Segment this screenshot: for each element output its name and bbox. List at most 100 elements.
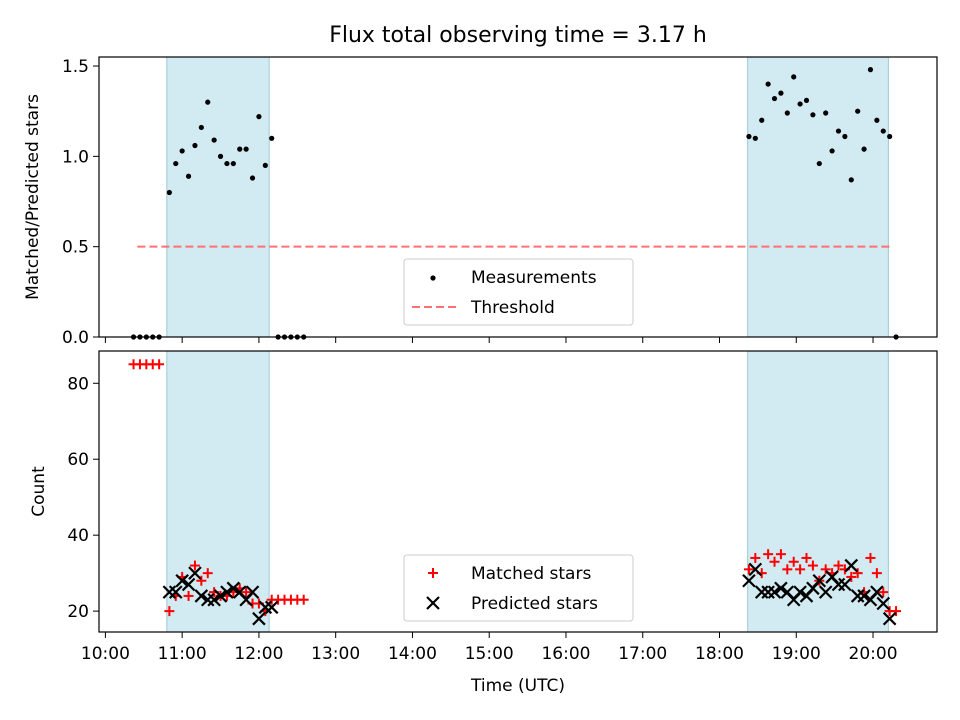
predicted-star-point	[200, 592, 215, 607]
top-x-ticks	[104, 337, 874, 343]
cross-stroke	[175, 573, 189, 588]
cross-stroke	[258, 600, 273, 615]
cross-stroke	[748, 562, 763, 577]
cross-stroke	[767, 585, 782, 599]
x-tick-label: 17:00	[618, 644, 667, 664]
measurement-point	[759, 117, 765, 123]
matched-star-point	[801, 552, 812, 563]
predicted-star-point	[226, 581, 241, 596]
predicted-star-point	[168, 585, 183, 599]
y-tick-label: 20	[67, 602, 89, 622]
cross-stroke	[200, 592, 215, 607]
bottom-y-ticks: 20 40 60 80	[67, 374, 99, 622]
cross-stroke	[226, 581, 241, 596]
cross-stroke	[870, 585, 884, 599]
predicted-star-point	[181, 577, 196, 592]
measurement-point	[198, 124, 204, 131]
matched-star-point	[782, 564, 793, 575]
measurement-point	[192, 142, 198, 149]
cross-stroke	[232, 585, 247, 599]
matched-star-point	[241, 587, 252, 598]
cross-stroke	[207, 592, 221, 607]
matched-star-point	[846, 571, 857, 582]
y-tick-label: 40	[67, 526, 89, 546]
predicted-star-point	[220, 585, 234, 599]
measurement-point	[861, 146, 867, 152]
measurement-point	[262, 162, 268, 168]
legend-matched-marker	[428, 568, 438, 578]
cross-stroke	[264, 600, 279, 615]
cross-stroke	[882, 611, 897, 626]
y-tick-label: 1.5	[62, 57, 89, 77]
top-legend-box	[403, 258, 634, 326]
predicted-star-point	[844, 558, 859, 573]
cross-stroke	[220, 585, 234, 599]
predicted-star-point	[882, 611, 897, 626]
measurement-point	[816, 160, 822, 167]
predicted-star-point	[748, 562, 763, 577]
measurement-point	[269, 135, 275, 141]
predicted-star-point	[264, 600, 279, 615]
predicted-star-point	[831, 577, 846, 592]
cross-stroke	[194, 589, 209, 603]
matched-star-point	[183, 590, 194, 601]
matched-star-point	[775, 549, 786, 560]
measurement-point	[823, 110, 829, 116]
legend-measurements-marker	[430, 275, 436, 281]
top-panel: 0.0 0.5 1.0 1.5 Matched/Predicted stars Mea…	[23, 56, 938, 348]
matched-star-point	[865, 552, 876, 563]
legend-plus-glyph	[428, 568, 438, 578]
matched-star-point	[833, 560, 844, 571]
predicted-stars-series	[162, 558, 897, 626]
matched-star-point	[750, 552, 761, 563]
matched-star-point	[196, 575, 207, 586]
predicted-star-point	[162, 585, 177, 599]
top-plot-frame	[98, 56, 938, 338]
y-tick-label: 80	[67, 374, 89, 394]
legend-cross-glyph	[426, 596, 440, 610]
cross-stroke	[168, 585, 183, 599]
measurement-point	[791, 74, 797, 80]
x-axis-label: Time (UTC)	[470, 676, 565, 696]
y-tick-label: 1.0	[62, 147, 89, 167]
x-tick-label: 18:00	[695, 644, 744, 664]
cross-stroke	[742, 573, 756, 588]
matched-star-point	[820, 564, 831, 575]
x-tick-label: 16:00	[541, 644, 590, 664]
measurement-point	[237, 146, 243, 152]
predicted-star-point	[761, 585, 775, 599]
predicted-star-point	[207, 592, 221, 607]
cross-stroke	[426, 596, 440, 610]
matched-star-point	[871, 568, 882, 579]
predicted-star-point	[870, 585, 884, 599]
measurement-point	[842, 133, 848, 140]
measurement-point	[867, 67, 874, 73]
matched-star-point	[788, 556, 799, 567]
top-y-axis-label: Matched/Predicted stars	[23, 94, 43, 300]
predicted-star-point	[754, 585, 769, 599]
predicted-star-point	[818, 585, 833, 599]
legend-predicted-marker	[426, 596, 440, 610]
matched-star-point	[202, 568, 213, 579]
measurement-point	[829, 148, 835, 154]
measurement-point	[179, 148, 185, 154]
measurement-point	[224, 160, 230, 167]
cross-stroke	[162, 585, 177, 599]
predicted-star-point	[258, 600, 273, 615]
measurement-point	[205, 99, 211, 105]
cross-stroke	[825, 570, 839, 584]
cross-stroke	[774, 581, 788, 596]
x-tick-label: 11:00	[158, 644, 207, 664]
shaded-interval	[166, 350, 270, 633]
cross-stroke	[245, 585, 260, 599]
y-tick-label: 0.0	[62, 328, 89, 348]
predicted-star-point	[857, 589, 871, 603]
cross-stroke	[838, 577, 852, 592]
cross-stroke	[844, 558, 859, 573]
bottom-legend-box	[403, 554, 634, 622]
shaded-interval	[747, 56, 889, 338]
predicted-star-point	[175, 573, 189, 588]
cross-stroke	[780, 585, 795, 599]
measurement-point	[880, 128, 886, 134]
predicted-star-point	[838, 577, 852, 592]
